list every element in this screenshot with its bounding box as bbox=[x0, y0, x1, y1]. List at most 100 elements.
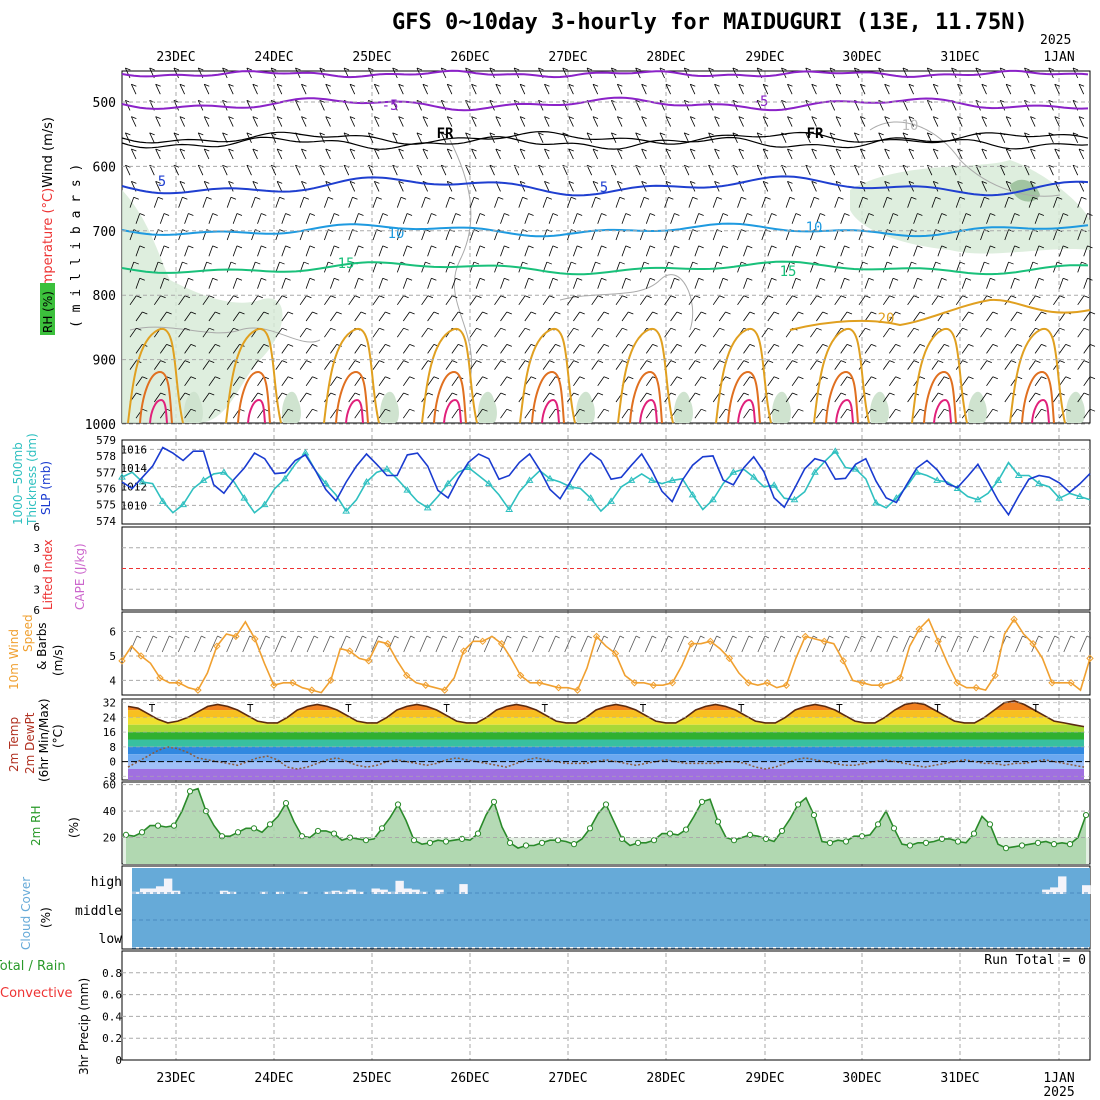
wind-barb bbox=[941, 277, 947, 281]
wind-barb bbox=[810, 197, 815, 208]
wind-barb bbox=[670, 376, 678, 387]
wind-barb bbox=[962, 360, 968, 363]
wind-barb bbox=[232, 213, 238, 224]
rh-point bbox=[186, 788, 194, 795]
wind-barb bbox=[494, 392, 502, 403]
wind-barb bbox=[403, 295, 409, 299]
wind-barb bbox=[865, 360, 871, 363]
wind-barb bbox=[586, 132, 593, 143]
wind-barb bbox=[787, 116, 793, 127]
wind-barb bbox=[379, 295, 385, 299]
wind-barb bbox=[489, 67, 495, 79]
date-label-top: 1JAN bbox=[1043, 50, 1074, 65]
wind-barb bbox=[376, 196, 382, 200]
wind-barb bbox=[785, 261, 791, 273]
wind-barb bbox=[999, 132, 1006, 143]
wind-barb bbox=[374, 181, 380, 184]
wind-barb bbox=[864, 213, 870, 224]
wind-barb bbox=[1010, 360, 1017, 363]
wind-barb bbox=[343, 165, 350, 176]
wind-barb bbox=[617, 116, 623, 120]
wind-barb bbox=[615, 295, 623, 306]
wind-barb bbox=[907, 295, 915, 306]
thickness-point bbox=[362, 478, 371, 485]
wind-barb bbox=[763, 181, 769, 184]
wind-barb bbox=[980, 229, 985, 241]
wind-barb bbox=[328, 196, 334, 200]
wind-barb bbox=[402, 311, 410, 322]
thickness-tick-label: 578 bbox=[96, 450, 116, 463]
wind-barb bbox=[498, 261, 504, 265]
wind-barb bbox=[641, 83, 647, 87]
wind-barb bbox=[489, 67, 495, 71]
wind-barb bbox=[475, 311, 483, 322]
wind-barb bbox=[690, 116, 696, 120]
isotherm-25-segment bbox=[629, 370, 663, 424]
wind-barb bbox=[312, 344, 318, 347]
wind-barb bbox=[343, 67, 350, 71]
wind-barb bbox=[645, 376, 653, 387]
rh-point bbox=[154, 822, 162, 829]
wind-barb bbox=[299, 295, 307, 306]
wind-barb bbox=[761, 261, 766, 273]
wind-barb bbox=[190, 311, 197, 315]
wind-barb bbox=[475, 376, 483, 387]
thickness-point bbox=[647, 476, 656, 483]
wind-barb bbox=[129, 295, 137, 306]
wind-barb bbox=[676, 344, 683, 347]
wind-barb bbox=[500, 213, 505, 224]
wind-barb bbox=[1083, 278, 1088, 289]
wind10-barb bbox=[274, 635, 283, 653]
wind-barb bbox=[884, 148, 890, 152]
wind-barb bbox=[844, 245, 850, 249]
wind-barb bbox=[659, 132, 665, 143]
wind-barb bbox=[1077, 360, 1085, 370]
wind-barb bbox=[252, 116, 258, 127]
wind-barb bbox=[382, 213, 388, 216]
wind-barb bbox=[349, 181, 356, 184]
wind-barb bbox=[398, 181, 404, 184]
rh-shading bbox=[122, 160, 1090, 423]
wind-barb bbox=[1028, 229, 1034, 241]
wind-barb bbox=[785, 295, 793, 306]
wind-barb bbox=[743, 213, 748, 224]
wind-barb bbox=[690, 181, 696, 184]
wind-barb bbox=[882, 360, 890, 370]
wind-barb bbox=[981, 84, 987, 95]
wind-barb bbox=[319, 100, 325, 103]
isotherm-label: -5 bbox=[382, 98, 399, 114]
rh-point bbox=[1050, 841, 1058, 848]
wind-barb bbox=[579, 408, 585, 412]
wind-barb bbox=[567, 327, 575, 338]
rh-point bbox=[1034, 839, 1042, 846]
dewpoint-line bbox=[127, 746, 1085, 770]
wind-barb bbox=[791, 278, 797, 289]
cloud-high-bar bbox=[163, 878, 173, 894]
thickness-point bbox=[464, 463, 473, 470]
wind-barb bbox=[577, 245, 583, 249]
wind-barb bbox=[743, 376, 751, 387]
wind-barb bbox=[722, 245, 729, 249]
wind-barb bbox=[829, 67, 836, 71]
wind-barb bbox=[372, 360, 380, 370]
upper-axis-labels: Temperature (°C)Wind (m/s) bbox=[41, 117, 56, 301]
wind-barb bbox=[373, 181, 380, 192]
wind-barb bbox=[773, 376, 780, 380]
wind-barb bbox=[204, 83, 210, 87]
wind-barb bbox=[226, 360, 234, 370]
wind-barb bbox=[865, 295, 871, 299]
wind-barb bbox=[325, 116, 331, 120]
minmax-label: (6hr Min/Max) bbox=[37, 699, 51, 783]
wind-barb bbox=[255, 196, 261, 200]
wind-barb bbox=[427, 213, 432, 224]
cloud-high-bar bbox=[1082, 885, 1091, 894]
wind-barb bbox=[1032, 196, 1039, 200]
wind-barb bbox=[124, 132, 131, 143]
wind-barb bbox=[597, 376, 605, 387]
wind-barb bbox=[479, 245, 486, 249]
wind-barb bbox=[1041, 408, 1047, 412]
wind-barb bbox=[886, 196, 893, 200]
isotherm-25-segment bbox=[335, 370, 369, 424]
wind-barb bbox=[698, 245, 704, 249]
wind-barb bbox=[1010, 311, 1018, 322]
